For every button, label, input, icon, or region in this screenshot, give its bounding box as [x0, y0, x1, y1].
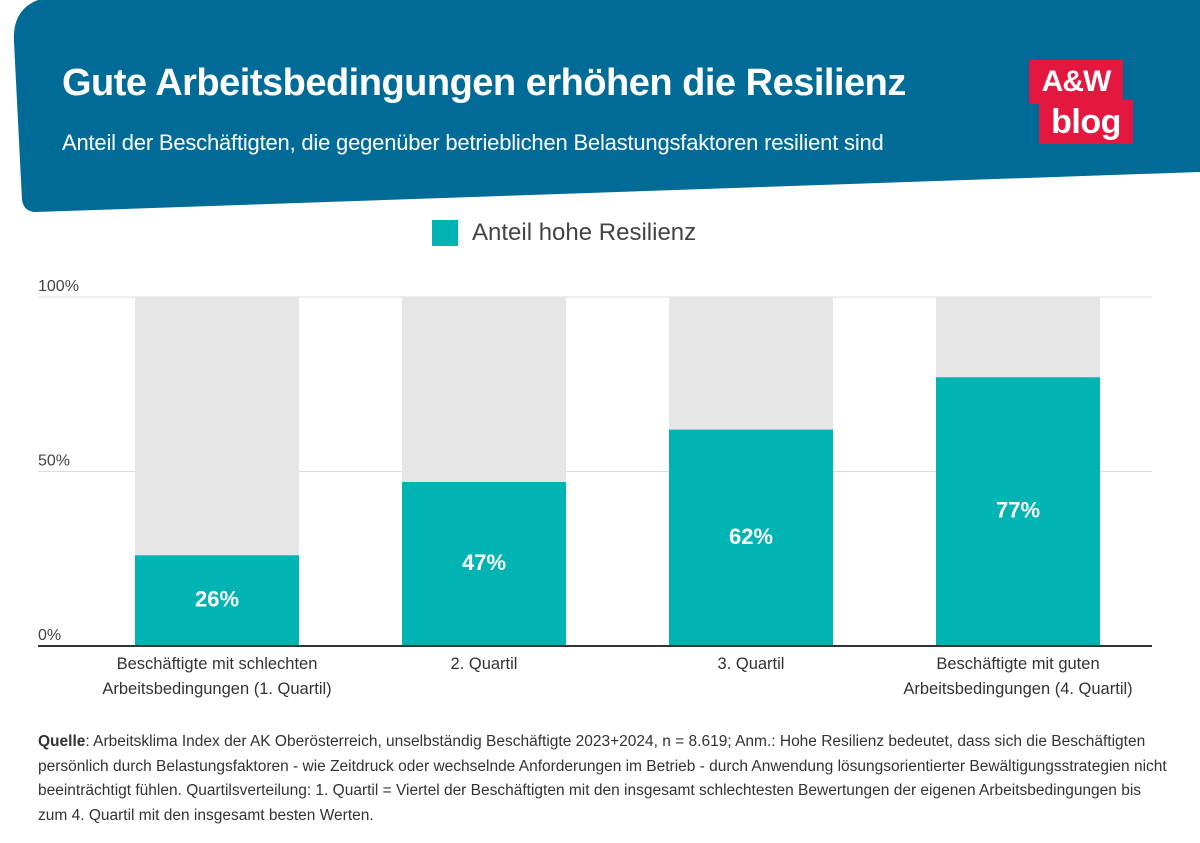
source-note: Quelle: Arbeitsklima Index der AK Oberös…: [38, 730, 1168, 828]
y-tick-label: 0%: [38, 627, 61, 644]
x-category-label-line: Beschäftigte mit schlechten: [117, 655, 318, 673]
x-category-label: 2. Quartil: [451, 655, 518, 673]
bar: [135, 555, 299, 646]
bar: [669, 429, 833, 646]
aw-blog-logo[interactable]: A&W blog: [1029, 60, 1133, 144]
bar-value-label: 62%: [729, 524, 773, 549]
y-tick-label: 50%: [38, 453, 70, 470]
bar: [402, 481, 566, 646]
x-category-label: Beschäftigte mit schlechten Arbeitsbeding…: [102, 655, 331, 698]
x-category-label: 3. Quartil: [718, 655, 785, 673]
header-banner: Gute Arbeitsbedingungen erhöhen die Resi…: [0, 0, 1200, 215]
legend-swatch: [432, 220, 458, 246]
bar: [936, 377, 1100, 646]
chart-legend: Anteil hohe Resilienz: [432, 219, 697, 246]
page-title: Gute Arbeitsbedingungen erhöhen die Resi…: [62, 62, 906, 104]
source-label: Quelle: [38, 733, 86, 750]
banner-shape: [13, 0, 1200, 212]
x-category-label: Beschäftigte mit guten Arbeitsbedingungen…: [903, 655, 1132, 698]
x-category-label-line: 2. Quartil: [451, 655, 518, 673]
legend-label: Anteil hohe Resilienz: [472, 219, 697, 246]
x-category-label-line: 3. Quartil: [718, 655, 785, 673]
bar-value-label: 77%: [996, 498, 1040, 523]
y-tick-label: 100%: [38, 278, 79, 295]
x-category-label-line: Arbeitsbedingungen (4. Quartil): [903, 680, 1132, 698]
bar-value-label: 47%: [462, 550, 506, 575]
source-text: : Arbeitsklima Index der AK Oberösterrei…: [38, 733, 1167, 824]
page-subtitle: Anteil der Beschäftigten, die gegenüber …: [62, 130, 884, 155]
x-category-label-line: Beschäftigte mit guten: [936, 655, 1099, 673]
resilience-bar-chart: 0% 50% 100% 26% Beschäftigte mit schlechten A…: [38, 278, 1152, 698]
bar-value-label: 26%: [195, 587, 239, 612]
logo-text-blog: blog: [1039, 100, 1133, 144]
x-category-label-line: Arbeitsbedingungen (1. Quartil): [102, 680, 331, 698]
logo-text-aw: A&W: [1029, 60, 1123, 104]
